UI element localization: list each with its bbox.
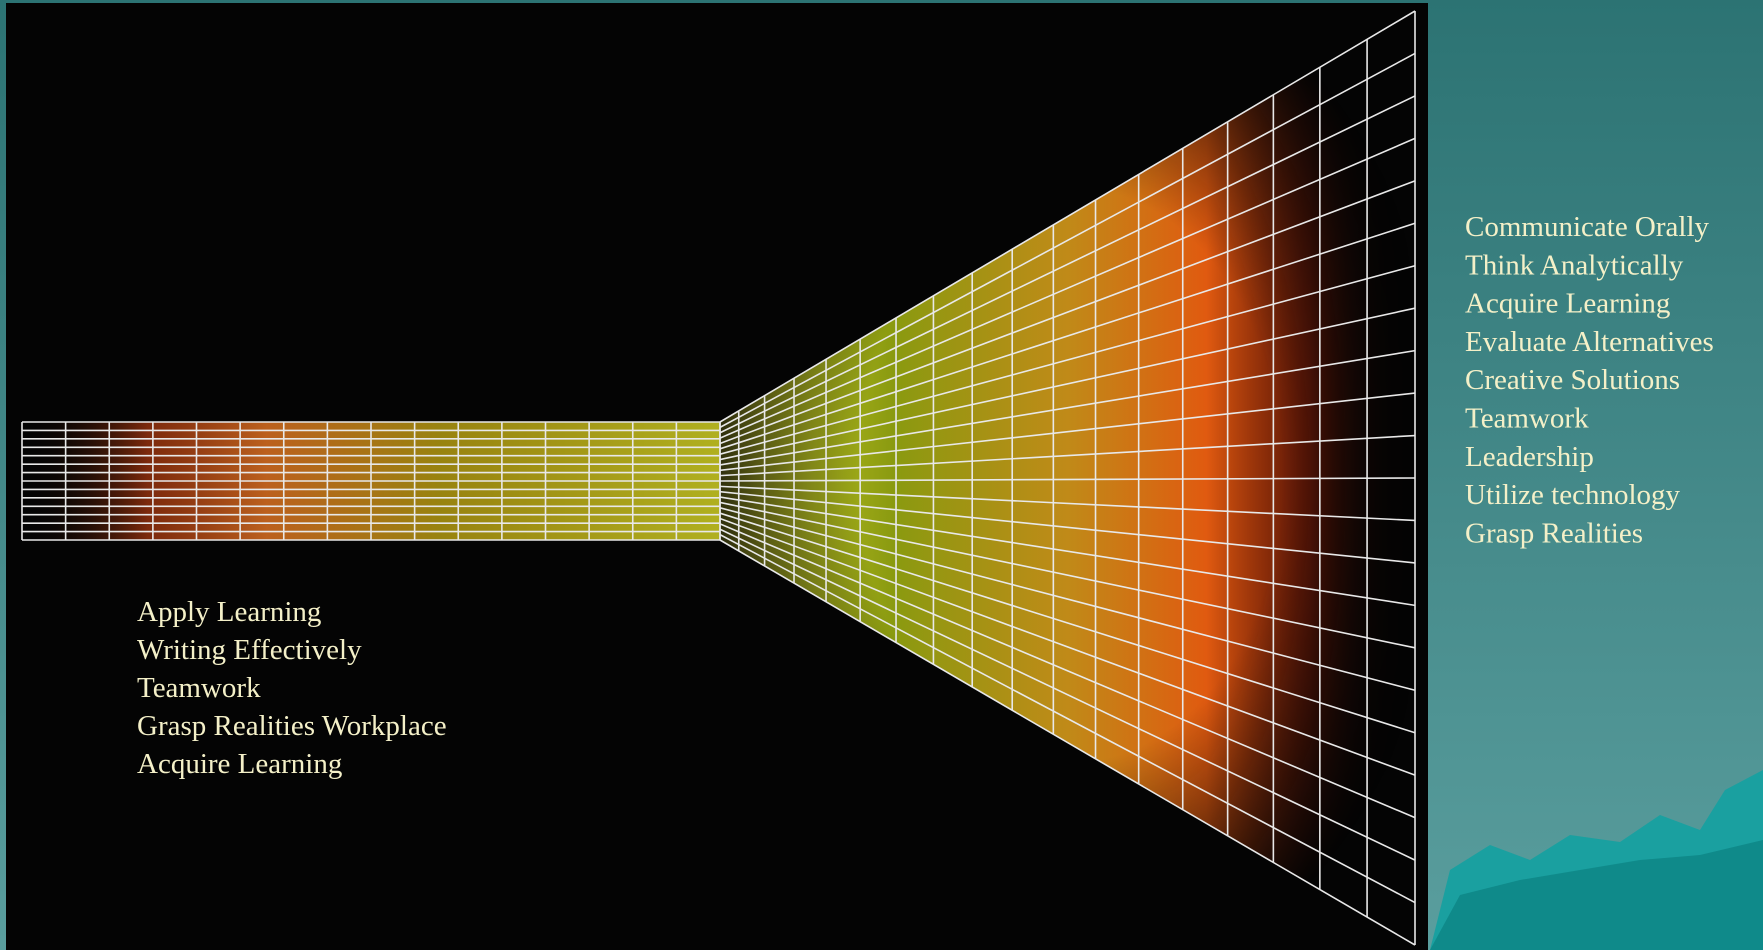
mountain-shadow — [1430, 840, 1763, 950]
list-item: Acquire Learning — [137, 748, 342, 780]
grid-line — [719, 539, 1416, 946]
list-item: Leadership — [1465, 441, 1594, 473]
list-item: Writing Effectively — [137, 634, 362, 666]
grid-line — [719, 490, 1416, 564]
text-group: Apply Learning Writing Effectively Teamwor… — [137, 211, 1714, 780]
grid-line — [719, 512, 1416, 734]
grid-line — [719, 501, 1416, 649]
list-item: Acquire Learning — [1465, 288, 1670, 320]
list-item: Apply Learning — [137, 596, 321, 628]
grid-line — [719, 95, 1416, 434]
grid-line — [719, 307, 1416, 461]
list-item: Utilize technology — [1465, 479, 1681, 511]
grid-line — [719, 434, 1416, 477]
grid-line — [719, 517, 1416, 776]
list-item: Think Analytically — [1465, 249, 1684, 281]
list-item: Grasp Realities Workplace — [137, 710, 447, 742]
grid-line — [719, 137, 1416, 439]
grid — [21, 10, 1416, 946]
grid-line — [719, 10, 1416, 423]
grid-line — [719, 392, 1416, 472]
list-item: Communicate Orally — [1465, 211, 1710, 243]
grid-line — [719, 349, 1416, 466]
grid-line — [719, 180, 1416, 445]
grid-line — [719, 523, 1416, 819]
grid-line — [719, 496, 1416, 607]
list-item: Evaluate Alternatives — [1465, 326, 1714, 358]
grid-line — [719, 528, 1416, 861]
list-item: Grasp Realities — [1465, 517, 1643, 549]
grid-line — [719, 485, 1416, 522]
grid-line — [719, 477, 1416, 482]
grid-line — [719, 533, 1416, 904]
grid-line — [719, 222, 1416, 450]
grid-line — [719, 52, 1416, 429]
list-item: Teamwork — [1465, 403, 1589, 435]
list-item: Teamwork — [137, 672, 261, 704]
grid-line — [719, 264, 1416, 455]
list-item: Creative Solutions — [1465, 364, 1680, 396]
grid-line — [719, 507, 1416, 692]
